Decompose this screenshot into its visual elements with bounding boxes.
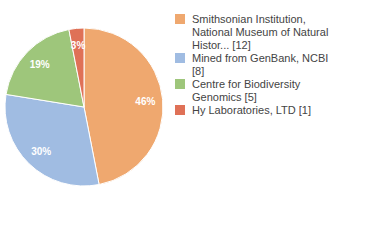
- pie: [5, 28, 163, 186]
- pie-slice: [84, 28, 163, 185]
- legend-label-line: Smithsonian Institution,: [192, 13, 309, 25]
- data-label: 30%: [31, 146, 51, 157]
- data-label: 46%: [135, 96, 155, 107]
- data-label: 3%: [71, 40, 86, 51]
- data-label: 19%: [30, 59, 50, 70]
- legend-swatch: [175, 53, 185, 63]
- chart: 46% 30% 19% 3% Smithsonian Institution, Nati…: [0, 0, 380, 240]
- legend-label: Mined from GenBank, NCBI [8]: [192, 52, 331, 77]
- legend-label-line: Centre for Biodiversity: [192, 78, 303, 90]
- legend-swatch: [175, 14, 185, 24]
- legend-label-line: [8]: [192, 65, 204, 77]
- legend-label-line: Mined from GenBank, NCBI: [192, 52, 331, 64]
- legend-swatch: [175, 105, 185, 115]
- data-labels: 46% 30% 19% 3%: [30, 40, 156, 157]
- legend-label: Smithsonian Institution, National Museum…: [192, 13, 331, 51]
- legend: Smithsonian Institution, National Museum…: [175, 13, 331, 116]
- legend-label-line: Histor... [12]: [192, 39, 251, 51]
- legend-label-line: Hy Laboratories, LTD [1]: [192, 104, 311, 116]
- legend-swatch: [175, 79, 185, 89]
- legend-label: Hy Laboratories, LTD [1]: [192, 104, 311, 116]
- legend-label: Centre for Biodiversity Genomics [5]: [192, 78, 303, 103]
- legend-label-line: Genomics [5]: [192, 91, 257, 103]
- legend-label-line: National Museum of Natural: [192, 26, 331, 38]
- pie-slice: [5, 94, 99, 186]
